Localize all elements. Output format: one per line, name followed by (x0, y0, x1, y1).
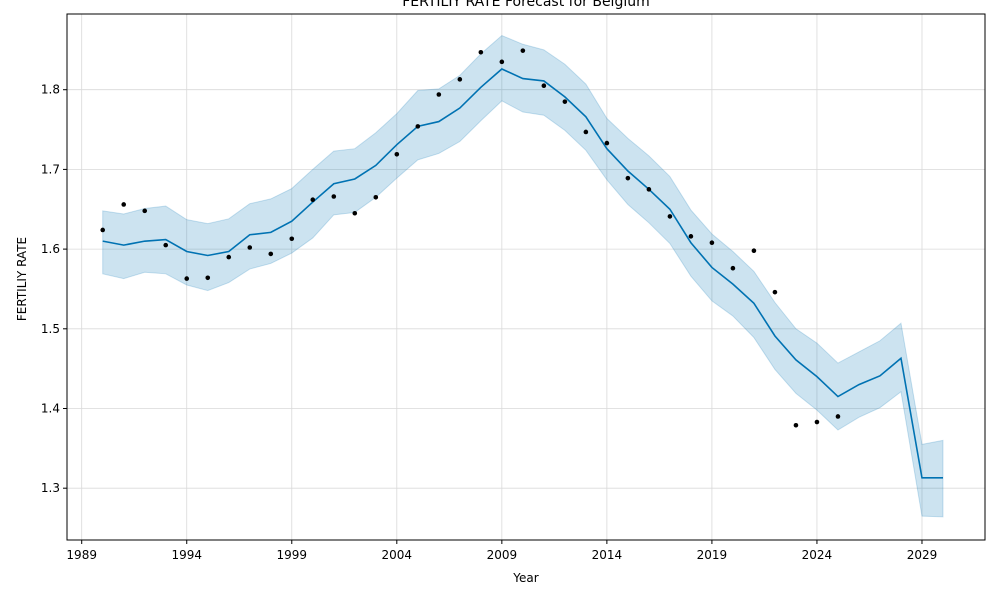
observed-point (436, 92, 442, 97)
observed-point (835, 414, 841, 419)
observed-point (604, 140, 610, 146)
y-tick-label: 1.6 (41, 242, 60, 256)
y-tick-label: 1.8 (41, 83, 60, 97)
x-tick-label: 1994 (171, 548, 202, 562)
observed-point (226, 254, 232, 260)
observed-point (100, 227, 106, 233)
chart-title: FERTILIY RATE Forecast for Belgium (402, 0, 650, 10)
observed-point (751, 248, 757, 253)
y-tick-label: 1.5 (41, 322, 60, 336)
y-tick-label: 1.3 (41, 481, 60, 495)
observed-point (478, 49, 484, 55)
observed-point (331, 194, 337, 199)
observed-point (457, 77, 463, 82)
observed-point (289, 236, 295, 242)
observed-point (814, 419, 820, 425)
y-axis-ticks: 1.3 1.4 1.5 1.6 1.7 1.8 (41, 83, 67, 495)
observed-point (709, 240, 715, 246)
observed-point (667, 214, 673, 219)
x-tick-label: 2029 (907, 548, 938, 562)
x-axis-title: Year (512, 571, 538, 585)
x-tick-label: 2009 (487, 548, 518, 562)
observed-points-layer (100, 48, 841, 428)
observed-point (205, 275, 211, 281)
observed-point (541, 83, 547, 89)
y-tick-label: 1.7 (41, 162, 60, 176)
observed-point (268, 251, 274, 257)
plot-frame (66, 13, 986, 541)
observed-point (625, 175, 631, 181)
observed-point (583, 129, 589, 135)
observed-point (352, 210, 358, 216)
grid-layer (67, 14, 985, 540)
observed-point (562, 99, 568, 104)
observed-point (163, 242, 169, 248)
observed-point (184, 276, 190, 281)
uncertainty-band-layer (102, 34, 944, 518)
observed-point (520, 48, 526, 53)
observed-point (247, 245, 253, 250)
observed-point (499, 59, 505, 65)
x-axis-ticks: 1989 1994 1999 2004 2009 2014 2019 2024 2029 (66, 540, 937, 562)
x-tick-label: 2019 (697, 548, 728, 562)
x-tick-label: 2014 (592, 548, 623, 562)
observed-point (688, 234, 694, 239)
observed-point (121, 202, 127, 207)
observed-point (310, 197, 316, 202)
observed-point (772, 289, 778, 295)
observed-point (730, 265, 736, 271)
forecast-line-layer (102, 68, 943, 479)
y-tick-label: 1.4 (41, 402, 60, 416)
observed-point (415, 124, 421, 129)
x-tick-label: 1999 (277, 548, 308, 562)
x-tick-label: 1989 (66, 548, 97, 562)
observed-point (142, 208, 148, 214)
uncertainty-band (102, 34, 944, 518)
y-axis-title: FERTILIY RATE (15, 237, 29, 321)
x-tick-label: 2004 (382, 548, 413, 562)
observed-point (646, 187, 652, 192)
observed-point (373, 195, 379, 200)
observed-point (394, 151, 400, 157)
forecast-line (102, 68, 943, 479)
x-tick-label: 2024 (802, 548, 833, 562)
observed-point (793, 422, 799, 428)
